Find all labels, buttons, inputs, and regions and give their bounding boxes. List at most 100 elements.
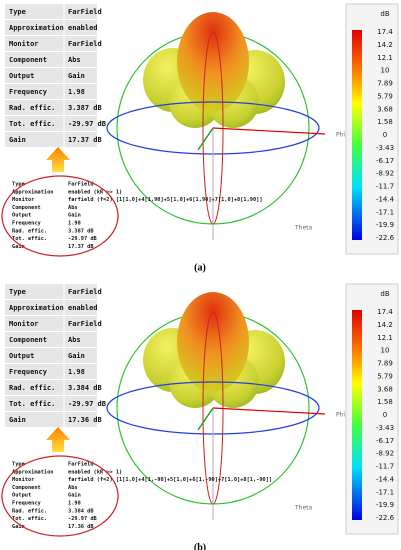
x-axis — [212, 407, 326, 415]
table-value: FarField — [68, 320, 102, 328]
colorbar-label: -3.43 — [376, 424, 394, 432]
table-row — [5, 68, 97, 83]
colorbar-label: 1.58 — [377, 398, 393, 406]
table-value: FarField — [68, 40, 102, 48]
info-key: Type — [12, 462, 25, 468]
table-row — [5, 396, 97, 411]
info-value: FarField — [68, 182, 94, 188]
info-key: Approximation — [12, 469, 53, 475]
theta-label: Theta — [294, 225, 313, 232]
colorbar-label: -14.4 — [376, 475, 395, 483]
table-key: Gain — [9, 416, 26, 424]
info-value: farfield (f=2) [1[1,0]+4[1,90]+5[1,0]+6[… — [68, 197, 263, 203]
info-value: enabled (kR >> 1) — [68, 469, 122, 475]
info-key: Monitor — [12, 197, 34, 203]
table-value: Gain — [68, 352, 85, 360]
table-key: Rad. effic. — [9, 384, 55, 392]
info-key: Tot. effic. — [12, 236, 47, 242]
table-key: Monitor — [9, 40, 39, 48]
table-key: Gain — [9, 136, 26, 144]
colorbar-label: 3.68 — [377, 105, 393, 113]
table-row — [5, 132, 97, 147]
colorbar — [352, 30, 362, 240]
table-value: 1.98 — [68, 368, 85, 376]
colorbar-label: 12.1 — [377, 54, 393, 62]
caption: (a) — [194, 262, 206, 273]
info-key: Gain — [12, 524, 25, 530]
colorbar-label: -3.43 — [376, 144, 394, 152]
panel: Phi Theta Type FarField Approximation enabled… — [0, 280, 401, 550]
info-key: Gain — [12, 244, 25, 250]
info-value: -29.97 dB — [68, 236, 97, 242]
table-row — [5, 36, 97, 51]
info-value: FarField — [68, 462, 94, 468]
table-row — [5, 100, 97, 115]
table-value: 17.36 dB — [68, 416, 102, 424]
info-value: -29.97 dB — [68, 516, 97, 522]
highlight-ellipse — [1, 455, 119, 537]
table-key: Approximation — [9, 304, 64, 312]
colorbar-label: -17.1 — [376, 488, 394, 496]
info-value: Gain — [68, 493, 81, 499]
colorbar-unit: dB — [380, 10, 389, 18]
colorbar — [352, 310, 362, 520]
table-value: FarField — [68, 288, 102, 296]
info-key: Rad. effic. — [12, 228, 47, 234]
table-value: 17.37 dB — [68, 136, 102, 144]
table-row — [5, 4, 97, 19]
colorbar-label: 14.2 — [377, 41, 393, 49]
colorbar-label: -11.7 — [376, 183, 394, 191]
table-row — [5, 412, 97, 427]
colorbar-label: 12.1 — [377, 334, 393, 342]
panel: Phi Theta Type FarField Approximation enabled… — [0, 0, 401, 273]
colorbar-label: 17.4 — [377, 308, 393, 316]
colorbar-label: 7.89 — [377, 360, 393, 368]
table-value: Abs — [68, 336, 81, 344]
table-key: Frequency — [9, 368, 48, 376]
colorbar-label: 0 — [383, 411, 387, 419]
info-value: 3.387 dB — [68, 228, 94, 234]
colorbar-label: -6.17 — [376, 157, 394, 165]
info-key: Frequency — [12, 221, 42, 227]
table-key: Type — [9, 288, 26, 296]
colorbar-label: -22.6 — [376, 234, 395, 242]
table-value: enabled — [68, 24, 98, 32]
colorbar-label: -8.92 — [376, 450, 394, 458]
info-value: farfield (f=2) [1[1,0]+4[1,-90]+5[1,0]+6… — [68, 477, 272, 483]
table-key: Monitor — [9, 320, 39, 328]
info-value: 17.36 dB — [68, 524, 94, 530]
colorbar-label: -22.6 — [376, 514, 395, 522]
arrow — [46, 147, 70, 172]
colorbar-label: 17.4 — [377, 28, 393, 36]
table-key: Type — [9, 8, 26, 16]
table-key: Component — [9, 336, 47, 344]
info-key: Approximation — [12, 189, 53, 195]
table-value: -29.97 dB — [68, 120, 106, 128]
table-key: Tot. effic. — [9, 120, 55, 128]
colorbar-label: -14.4 — [376, 195, 395, 203]
colorbar-label: 10 — [381, 67, 390, 75]
table-value: FarField — [68, 8, 102, 16]
table-row — [5, 84, 97, 99]
phi-label: Phi — [336, 132, 345, 139]
info-value: 1.98 — [68, 221, 81, 227]
table-row — [5, 332, 97, 347]
table-row — [5, 316, 97, 331]
colorbar-label: 5.79 — [377, 372, 393, 380]
table-value: 3.387 dB — [68, 104, 102, 112]
info-key: Output — [12, 493, 31, 499]
table-key: Component — [9, 56, 47, 64]
info-value: 17.37 dB — [68, 244, 94, 250]
table-value: 1.98 — [68, 88, 85, 96]
info-key: Component — [12, 205, 41, 211]
colorbar-unit: dB — [380, 290, 389, 298]
info-key: Monitor — [12, 477, 34, 483]
colorbar-label: -17.1 — [376, 208, 394, 216]
highlight-ellipse — [1, 175, 119, 257]
colorbar-label: -19.9 — [376, 501, 394, 509]
colorbar-label: -8.92 — [376, 170, 394, 178]
table-value: -29.97 dB — [68, 400, 106, 408]
colorbar-label: -19.9 — [376, 221, 394, 229]
y-axis — [197, 407, 214, 431]
